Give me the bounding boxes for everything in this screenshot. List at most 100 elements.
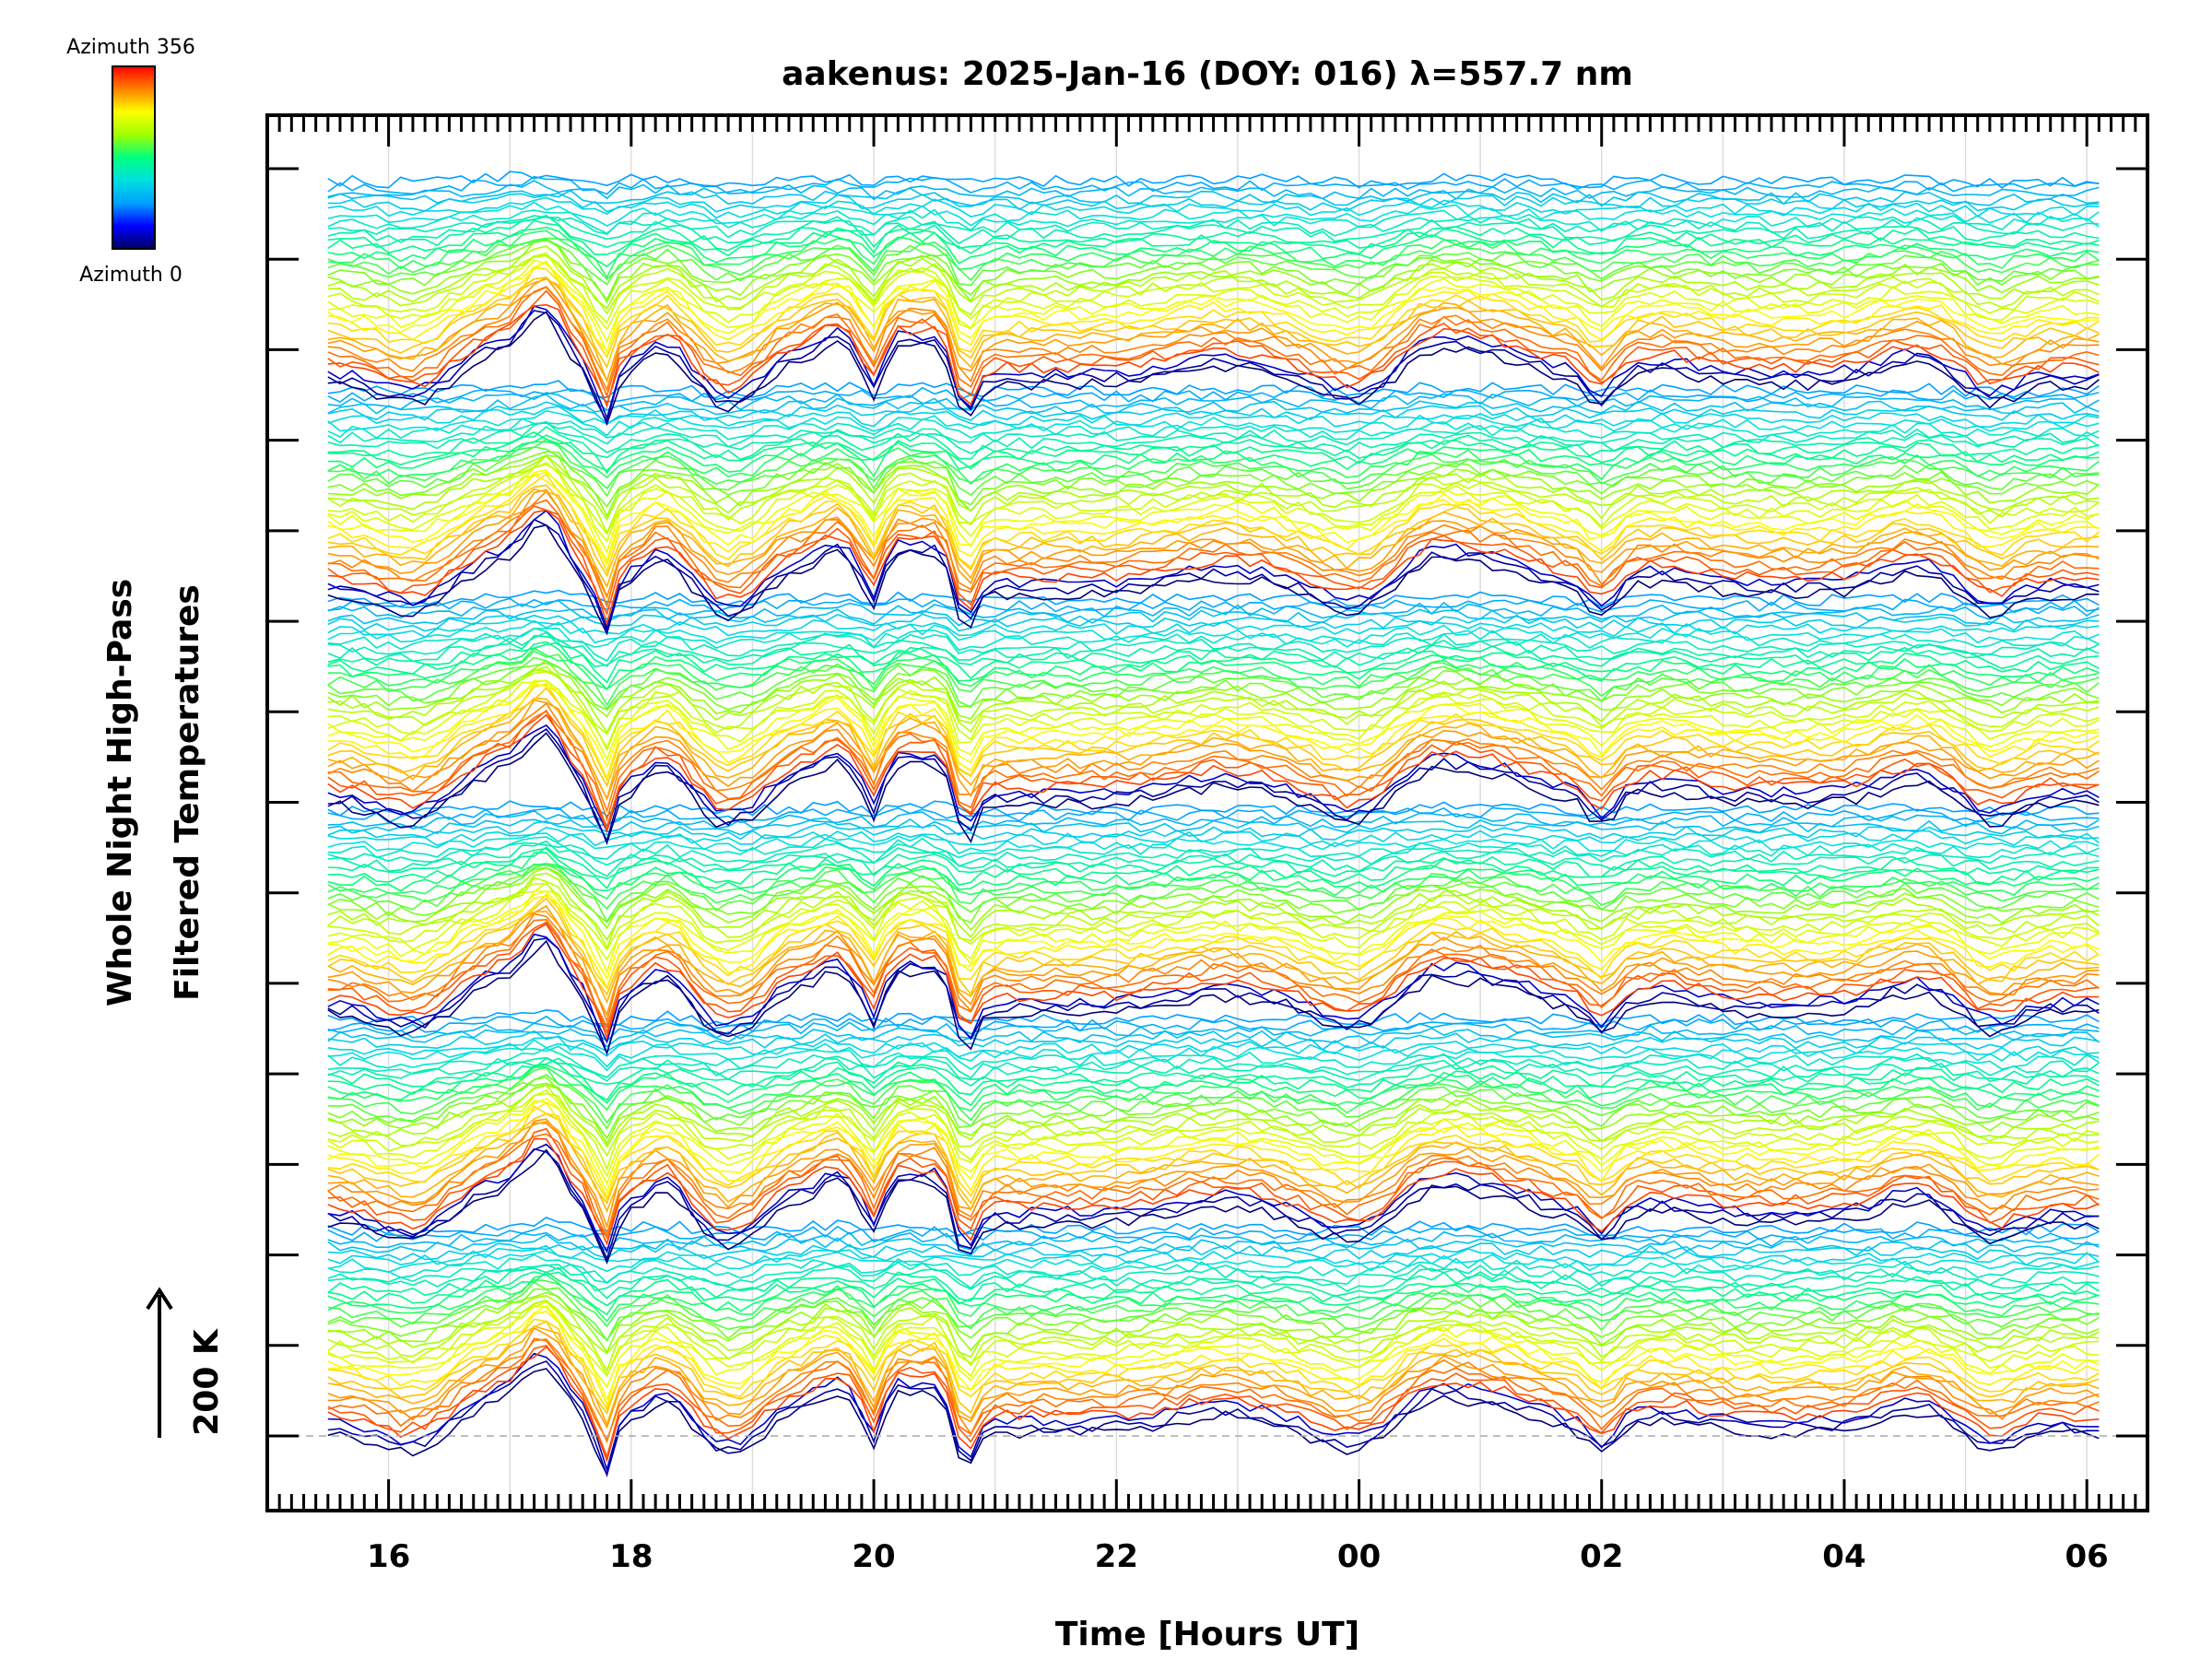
series-line xyxy=(327,1300,2100,1373)
series-line xyxy=(327,662,2100,712)
series-line xyxy=(327,697,2100,801)
series-line xyxy=(327,401,2100,425)
series-line xyxy=(327,454,2100,522)
series-line xyxy=(327,910,2100,1005)
series-line xyxy=(327,1311,2100,1407)
series-line xyxy=(327,933,2100,1044)
series-line xyxy=(327,392,2100,411)
series-line xyxy=(327,1147,2100,1261)
series-line xyxy=(327,394,2100,416)
series-line xyxy=(327,1253,2100,1285)
series-line xyxy=(327,192,2100,213)
series-line xyxy=(327,462,2100,543)
series-line xyxy=(327,613,2100,632)
series-line xyxy=(327,1338,2100,1444)
plot-frame xyxy=(265,113,2149,1512)
series-line xyxy=(327,1045,2100,1072)
series-line xyxy=(327,1088,2100,1178)
series-line xyxy=(327,1092,2100,1171)
series-line xyxy=(327,240,2100,301)
series-line xyxy=(327,1368,2100,1477)
series-line xyxy=(327,631,2100,667)
series-line xyxy=(327,728,2100,843)
series-line xyxy=(327,820,2100,841)
series-line xyxy=(327,237,2100,304)
series-line xyxy=(327,426,2100,461)
series-line xyxy=(327,451,2100,508)
series-line xyxy=(327,656,2100,710)
series-line xyxy=(327,647,2100,690)
series-line xyxy=(327,219,2100,257)
series-line xyxy=(327,1030,2100,1053)
series-line xyxy=(327,1281,2100,1343)
series-line xyxy=(327,597,2100,616)
colorbar-max-label: Azimuth 356 xyxy=(66,36,195,59)
series-line xyxy=(327,438,2100,490)
series-line xyxy=(327,1098,2100,1194)
series-line xyxy=(327,1230,2100,1251)
series-line xyxy=(327,866,2100,924)
series-line xyxy=(327,709,2100,830)
series-line xyxy=(327,1294,2100,1359)
x-axis-label: Time [Hours UT] xyxy=(1055,1616,1359,1653)
series-line xyxy=(327,1066,2100,1124)
series-line xyxy=(327,897,2100,996)
series-line xyxy=(327,1242,2100,1261)
series-line xyxy=(327,252,2100,331)
series-line xyxy=(327,1266,2100,1302)
series-line xyxy=(327,668,2100,734)
series-line xyxy=(327,1065,2100,1112)
series-line xyxy=(327,627,2100,662)
colorbar-min-label: Azimuth 0 xyxy=(79,264,182,287)
series-line xyxy=(327,175,2100,195)
series-line xyxy=(327,179,2100,201)
azimuth-colorbar: Azimuth 356 Azimuth 0 xyxy=(66,36,195,287)
series-line xyxy=(327,171,2100,189)
series-line xyxy=(327,1326,2100,1430)
series-line xyxy=(327,488,2100,589)
series-line xyxy=(327,1264,2100,1292)
x-tick-label: 04 xyxy=(1822,1538,1865,1575)
scale-label: 200 K xyxy=(188,1328,226,1436)
series-line xyxy=(327,1137,2100,1246)
series-line xyxy=(327,882,2100,951)
series-line xyxy=(327,1274,2100,1323)
series-line xyxy=(327,863,2100,924)
series-line xyxy=(327,1057,2100,1088)
series-line xyxy=(327,238,2100,287)
series-line xyxy=(327,724,2100,833)
x-tick-label: 18 xyxy=(609,1538,653,1575)
series-lines xyxy=(327,171,2100,1478)
series-line xyxy=(327,524,2100,636)
series-line xyxy=(327,841,2100,867)
series-line xyxy=(327,1127,2100,1240)
series-line xyxy=(327,422,2100,448)
series-line xyxy=(327,473,2100,567)
series-line xyxy=(327,418,2100,441)
series-line xyxy=(327,446,2100,498)
series-line xyxy=(327,1244,2100,1266)
series-line xyxy=(327,702,2100,814)
series-line xyxy=(327,1270,2100,1316)
series-line xyxy=(327,1346,2100,1464)
axis-ticks xyxy=(265,115,2149,1511)
series-line xyxy=(327,441,2100,486)
series-line xyxy=(327,872,2100,942)
series-line xyxy=(327,641,2100,690)
series-line xyxy=(327,289,2100,409)
chart-title: aakenus: 2025-Jan-16 (DOY: 016) λ=557.7 … xyxy=(782,55,1633,93)
series-line xyxy=(327,650,2100,707)
series-line xyxy=(327,1064,2100,1107)
series-line xyxy=(327,904,2100,1017)
series-line xyxy=(327,1021,2100,1042)
series-line xyxy=(327,214,2100,252)
series-line xyxy=(327,863,2100,910)
series-line xyxy=(327,1304,2100,1402)
series-line xyxy=(327,1112,2100,1206)
series-line xyxy=(327,1081,2100,1140)
series-line xyxy=(327,732,2100,846)
series-line xyxy=(327,215,2100,239)
series-line xyxy=(327,1337,2100,1442)
series-line xyxy=(327,618,2100,639)
x-tick-labels: 16 18 20 22 00 02 04 06 xyxy=(367,1538,2109,1575)
